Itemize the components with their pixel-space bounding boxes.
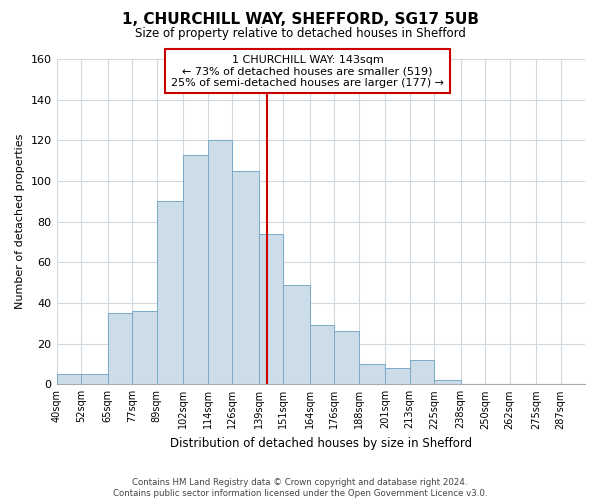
Bar — [283, 284, 310, 384]
Bar — [107, 313, 132, 384]
Bar — [310, 326, 334, 384]
Bar — [334, 332, 359, 384]
Text: Size of property relative to detached houses in Shefford: Size of property relative to detached ho… — [134, 28, 466, 40]
Bar — [232, 171, 259, 384]
Bar — [208, 140, 232, 384]
Bar — [410, 360, 434, 384]
Bar — [56, 374, 81, 384]
Bar — [183, 154, 208, 384]
Bar — [359, 364, 385, 384]
X-axis label: Distribution of detached houses by size in Shefford: Distribution of detached houses by size … — [170, 437, 472, 450]
Text: 1 CHURCHILL WAY: 143sqm
← 73% of detached houses are smaller (519)
25% of semi-d: 1 CHURCHILL WAY: 143sqm ← 73% of detache… — [171, 54, 444, 88]
Text: Contains HM Land Registry data © Crown copyright and database right 2024.
Contai: Contains HM Land Registry data © Crown c… — [113, 478, 487, 498]
Bar — [259, 234, 283, 384]
Y-axis label: Number of detached properties: Number of detached properties — [15, 134, 25, 310]
Text: 1, CHURCHILL WAY, SHEFFORD, SG17 5UB: 1, CHURCHILL WAY, SHEFFORD, SG17 5UB — [121, 12, 479, 28]
Bar — [132, 311, 157, 384]
Bar — [434, 380, 461, 384]
Bar — [81, 374, 107, 384]
Bar — [157, 202, 183, 384]
Bar — [385, 368, 410, 384]
